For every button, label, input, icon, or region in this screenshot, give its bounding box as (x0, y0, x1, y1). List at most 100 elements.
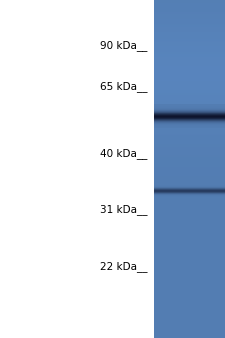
Bar (154, 107, 225, 108)
Bar (154, 117, 225, 118)
Bar (154, 287, 225, 289)
Bar (154, 200, 225, 203)
Bar (154, 297, 225, 299)
Bar (154, 111, 225, 113)
Bar (154, 113, 225, 114)
Bar (154, 67, 225, 69)
Bar (154, 217, 225, 220)
Bar (154, 99, 225, 101)
Bar (154, 320, 225, 323)
Bar (154, 193, 225, 194)
Bar (154, 185, 225, 186)
Bar (154, 211, 225, 213)
Bar (154, 125, 225, 126)
Bar (154, 23, 225, 25)
Bar (154, 193, 225, 194)
Bar (154, 255, 225, 257)
Bar (154, 191, 225, 192)
Bar (154, 204, 225, 206)
Bar (154, 104, 225, 106)
Bar (154, 114, 225, 117)
Bar (154, 307, 225, 309)
Bar (154, 37, 225, 39)
Bar (154, 292, 225, 294)
Bar (154, 282, 225, 284)
Bar (154, 60, 225, 63)
Bar (154, 120, 225, 121)
Bar (154, 261, 225, 264)
Bar (154, 275, 225, 277)
Bar (154, 288, 225, 291)
Bar (154, 334, 225, 336)
Bar (154, 135, 225, 137)
Bar (154, 196, 225, 197)
Bar (154, 138, 225, 140)
Bar (154, 106, 225, 107)
Bar (154, 238, 225, 240)
Bar (154, 113, 225, 115)
Bar (154, 104, 225, 105)
Bar (154, 192, 225, 193)
Bar (154, 186, 225, 187)
Bar (154, 327, 225, 330)
Bar (154, 197, 225, 199)
Bar (154, 106, 225, 107)
Bar (154, 190, 225, 191)
Bar (154, 105, 225, 106)
Bar (154, 188, 225, 189)
Bar (154, 173, 225, 176)
Bar (154, 322, 225, 324)
Bar (154, 206, 225, 208)
Bar (154, 231, 225, 233)
Bar (154, 184, 225, 186)
Bar (154, 155, 225, 157)
Bar (154, 188, 225, 189)
Bar (154, 241, 225, 243)
Bar (154, 187, 225, 188)
Bar (154, 119, 225, 120)
Bar (154, 302, 225, 304)
Bar (154, 122, 225, 123)
Bar (154, 309, 225, 311)
Bar (154, 120, 225, 121)
Bar (154, 119, 225, 120)
Bar (154, 111, 225, 112)
Bar (154, 253, 225, 255)
Bar (154, 123, 225, 124)
Bar (154, 123, 225, 124)
Bar (154, 187, 225, 188)
Bar (154, 109, 225, 110)
Bar (154, 151, 225, 154)
Bar (154, 186, 225, 187)
Bar (154, 172, 225, 174)
Bar (154, 111, 225, 112)
Bar (154, 196, 225, 197)
Bar (154, 185, 225, 186)
Bar (154, 195, 225, 196)
Bar (154, 300, 225, 303)
Bar (154, 165, 225, 167)
Bar (154, 195, 225, 196)
Bar (154, 115, 225, 116)
Bar (154, 177, 225, 179)
Bar (154, 111, 225, 112)
Bar (154, 115, 225, 116)
Bar (154, 188, 225, 189)
Bar (154, 189, 225, 190)
Bar (154, 312, 225, 314)
Bar (154, 31, 225, 34)
Bar (154, 114, 225, 115)
Bar (154, 209, 225, 211)
Bar (154, 107, 225, 108)
Bar (154, 260, 225, 262)
Bar (154, 276, 225, 279)
Bar (154, 246, 225, 248)
Bar (154, 212, 225, 215)
Bar (154, 80, 225, 83)
Bar (154, 186, 225, 187)
Bar (154, 216, 225, 218)
Bar (154, 271, 225, 274)
Bar (154, 193, 225, 194)
Bar (154, 191, 225, 192)
Bar (154, 112, 225, 113)
